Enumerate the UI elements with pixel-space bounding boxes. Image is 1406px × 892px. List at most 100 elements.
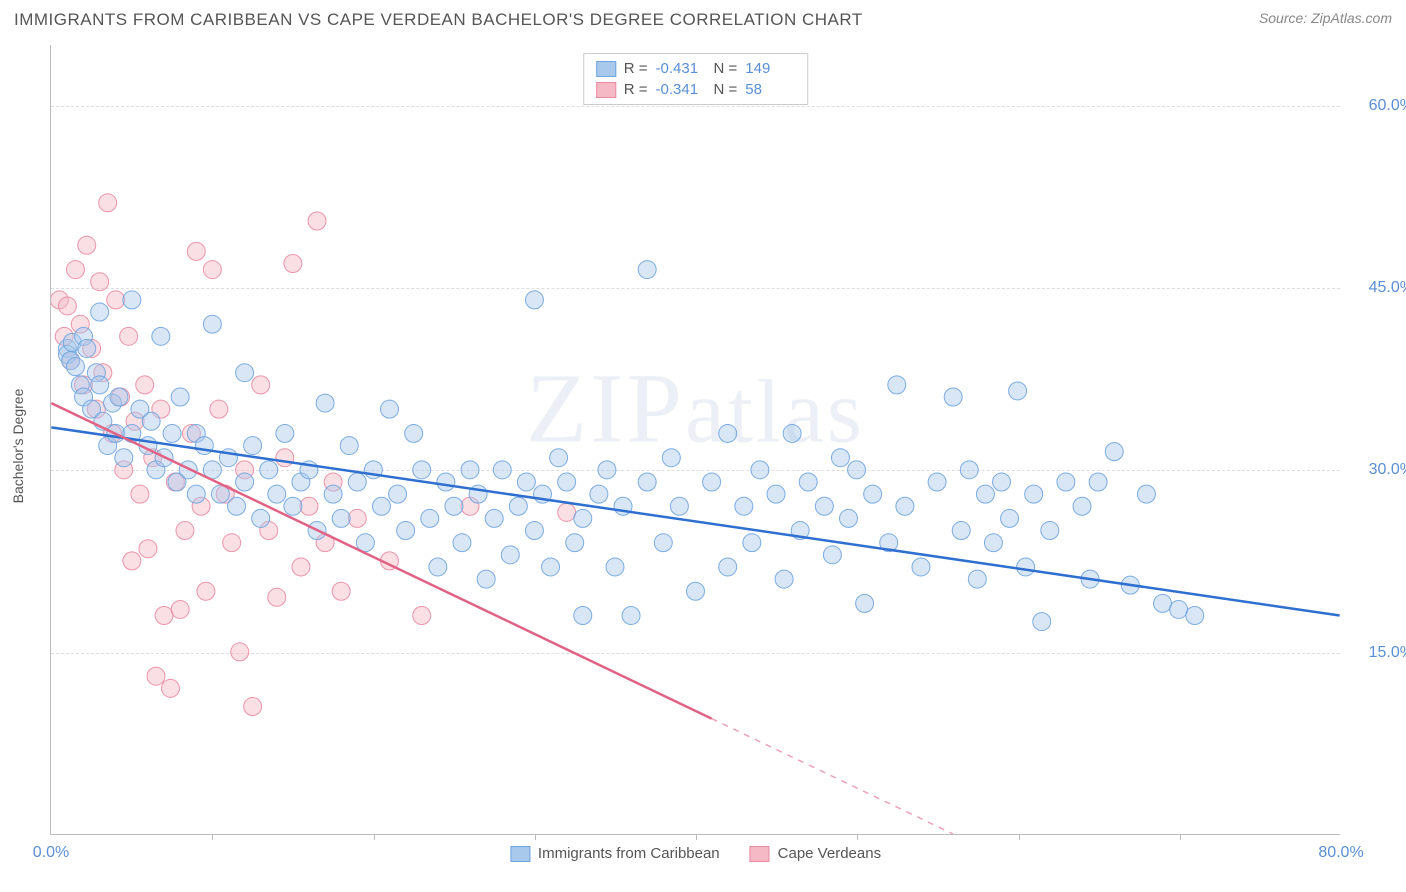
data-point <box>372 497 390 515</box>
data-point <box>525 291 543 309</box>
data-point <box>163 424 181 442</box>
data-point <box>461 461 479 479</box>
series-legend: Immigrants from Caribbean Cape Verdeans <box>510 845 881 862</box>
data-point <box>831 449 849 467</box>
data-point <box>590 485 608 503</box>
data-point <box>308 212 326 230</box>
data-point <box>155 607 173 625</box>
data-point <box>268 588 286 606</box>
data-point <box>66 261 84 279</box>
data-point <box>992 473 1010 491</box>
data-point <box>110 388 128 406</box>
data-point <box>236 473 254 491</box>
data-point <box>437 473 455 491</box>
data-point <box>598 461 616 479</box>
data-point <box>162 679 180 697</box>
data-point <box>896 497 914 515</box>
data-point <box>574 607 592 625</box>
data-point <box>171 388 189 406</box>
data-point <box>332 509 350 527</box>
data-point <box>381 400 399 418</box>
data-point <box>107 291 125 309</box>
data-point <box>58 297 76 315</box>
data-point <box>864 485 882 503</box>
x-tick <box>374 834 375 840</box>
data-point <box>123 291 141 309</box>
n-label: N = <box>714 60 738 77</box>
data-point <box>405 424 423 442</box>
data-point <box>550 449 568 467</box>
data-point <box>91 273 109 291</box>
n-value-caribbean: 149 <box>745 60 795 77</box>
data-point <box>203 315 221 333</box>
data-point <box>197 582 215 600</box>
data-point <box>1057 473 1075 491</box>
data-point <box>823 546 841 564</box>
data-point <box>123 552 141 570</box>
source-value: ZipAtlas.com <box>1311 10 1392 26</box>
data-point <box>1105 443 1123 461</box>
data-point <box>1033 613 1051 631</box>
y-tick-label: 30.0% <box>1369 461 1406 479</box>
data-point <box>622 607 640 625</box>
data-point <box>252 509 270 527</box>
data-point <box>638 473 656 491</box>
data-point <box>429 558 447 576</box>
data-point <box>120 327 138 345</box>
y-tick-label: 15.0% <box>1369 644 1406 662</box>
data-point <box>968 570 986 588</box>
legend-label-caribbean: Immigrants from Caribbean <box>538 845 720 862</box>
data-point <box>187 242 205 260</box>
chart-title: IMMIGRANTS FROM CARIBBEAN VS CAPE VERDEA… <box>14 10 863 30</box>
swatch-capeverdean <box>596 82 616 98</box>
data-point <box>171 600 189 618</box>
data-point <box>316 394 334 412</box>
data-point <box>445 497 463 515</box>
data-point <box>840 509 858 527</box>
data-point <box>735 497 753 515</box>
plot-area: ZIPatlas R = -0.431 N = 149 R = -0.341 N… <box>50 45 1340 835</box>
data-point <box>928 473 946 491</box>
data-point <box>142 412 160 430</box>
data-point <box>1009 382 1027 400</box>
x-tick <box>1019 834 1020 840</box>
source-label: Source: <box>1259 10 1311 26</box>
data-point <box>1073 497 1091 515</box>
data-point <box>856 594 874 612</box>
r-label: R = <box>624 81 648 98</box>
chart-source: Source: ZipAtlas.com <box>1259 10 1392 26</box>
data-point <box>203 261 221 279</box>
data-point <box>984 534 1002 552</box>
data-point <box>187 485 205 503</box>
r-label: R = <box>624 60 648 77</box>
data-point <box>223 534 241 552</box>
data-point <box>300 497 318 515</box>
data-point <box>147 667 165 685</box>
data-point <box>799 473 817 491</box>
legend-item-caribbean: Immigrants from Caribbean <box>510 845 720 862</box>
data-point <box>268 485 286 503</box>
swatch-capeverdean <box>750 846 770 862</box>
data-point <box>421 509 439 527</box>
data-point <box>397 522 415 540</box>
data-point <box>783 424 801 442</box>
data-point <box>453 534 471 552</box>
data-point <box>775 570 793 588</box>
n-label: N = <box>714 81 738 98</box>
y-tick-label: 45.0% <box>1369 279 1406 297</box>
data-point <box>66 358 84 376</box>
data-point <box>231 643 249 661</box>
data-point <box>284 255 302 273</box>
data-point <box>324 485 342 503</box>
data-point <box>1089 473 1107 491</box>
data-point <box>743 534 761 552</box>
stats-legend: R = -0.431 N = 149 R = -0.341 N = 58 <box>583 53 809 105</box>
data-point <box>477 570 495 588</box>
data-point <box>976 485 994 503</box>
data-point <box>348 473 366 491</box>
legend-item-capeverdean: Cape Verdeans <box>750 845 881 862</box>
stats-row-capeverdean: R = -0.341 N = 58 <box>596 79 796 100</box>
data-point <box>91 303 109 321</box>
data-point <box>670 497 688 515</box>
data-point <box>340 437 358 455</box>
